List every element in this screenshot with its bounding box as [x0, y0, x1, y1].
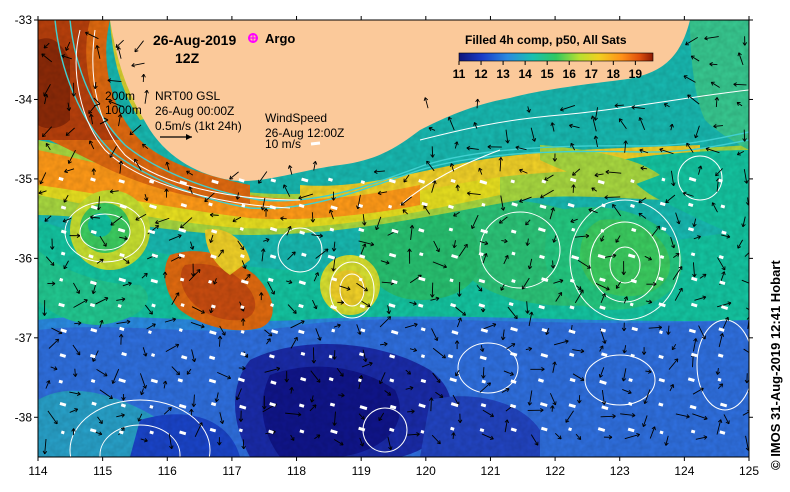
gsl-contours [64, 29, 749, 457]
x-tick-label: 120 [416, 464, 436, 478]
wind-title: WindSpeed [265, 111, 327, 125]
map-time: 12Z [175, 50, 200, 66]
legend-1000m: 1000m [105, 103, 142, 117]
colorbar-tick-label: 12 [474, 67, 488, 81]
colorbar-tick-label: 14 [518, 67, 532, 81]
product-title: Filled 4h comp, p50, All Sats [465, 33, 627, 47]
current-scale-arrow-icon [160, 134, 192, 140]
x-tick-label: 119 [352, 464, 371, 478]
axis-ticks: 114 115 116 117 118 119 120 121 122 123 124 125 -33 -… [15, 13, 760, 478]
y-tick-label: -35 [15, 172, 33, 186]
map-plot-area [38, 20, 749, 457]
legend-200m: 200m [105, 89, 135, 103]
current-scale-label: 0.5m/s (1kt 24h) [155, 119, 242, 133]
argo-marker-icon [248, 33, 258, 43]
y-tick-label: -36 [15, 251, 33, 265]
x-tick-label: 124 [674, 464, 694, 478]
x-tick-label: 117 [222, 464, 241, 478]
x-tick-label: 121 [480, 464, 500, 478]
colorbar-ticks: 11 12 13 14 15 16 17 18 19 [453, 61, 643, 81]
legend-arrows-icon [93, 97, 109, 125]
current-vectors [38, 31, 749, 455]
y-tick-label: -37 [15, 331, 33, 345]
colorbar-tick-label: 17 [585, 67, 599, 81]
colorbar-tick-label: 19 [629, 67, 643, 81]
y-tick-label: -33 [15, 13, 33, 27]
colorbar-tick-label: 15 [541, 67, 555, 81]
x-tick-label: 123 [610, 464, 630, 478]
x-tick-label: 116 [158, 464, 177, 478]
x-tick-label: 118 [287, 464, 306, 478]
map-date: 26-Aug-2019 [153, 32, 236, 48]
credit-text: © IMOS 31-Aug-2019 12:41 Hobart [768, 260, 783, 470]
colorbar [458, 52, 654, 62]
colorbar-tick-label: 13 [496, 67, 510, 81]
x-tick-label: 115 [93, 464, 112, 478]
wind-scale-label: 10 m/s [265, 137, 301, 151]
gsl-date: 26-Aug 00:00Z [155, 104, 234, 118]
x-tick-label: 114 [28, 464, 47, 478]
colorbar-tick-label: 16 [563, 67, 577, 81]
colorbar-tick-label: 18 [607, 67, 621, 81]
y-tick-label: -34 [15, 92, 33, 106]
wind-scale-icon [310, 141, 321, 146]
argo-label: Argo [265, 31, 295, 46]
map-frame [37, 19, 750, 458]
wind-barbs [58, 176, 729, 436]
x-tick-label: 125 [739, 464, 759, 478]
x-tick-label: 122 [545, 464, 565, 478]
wind-date: 26-Aug 12:00Z [265, 126, 344, 140]
gsl-title: NRT00 GSL [155, 89, 220, 103]
colorbar-tick-label: 11 [453, 67, 466, 81]
y-tick-label: -38 [15, 410, 33, 424]
